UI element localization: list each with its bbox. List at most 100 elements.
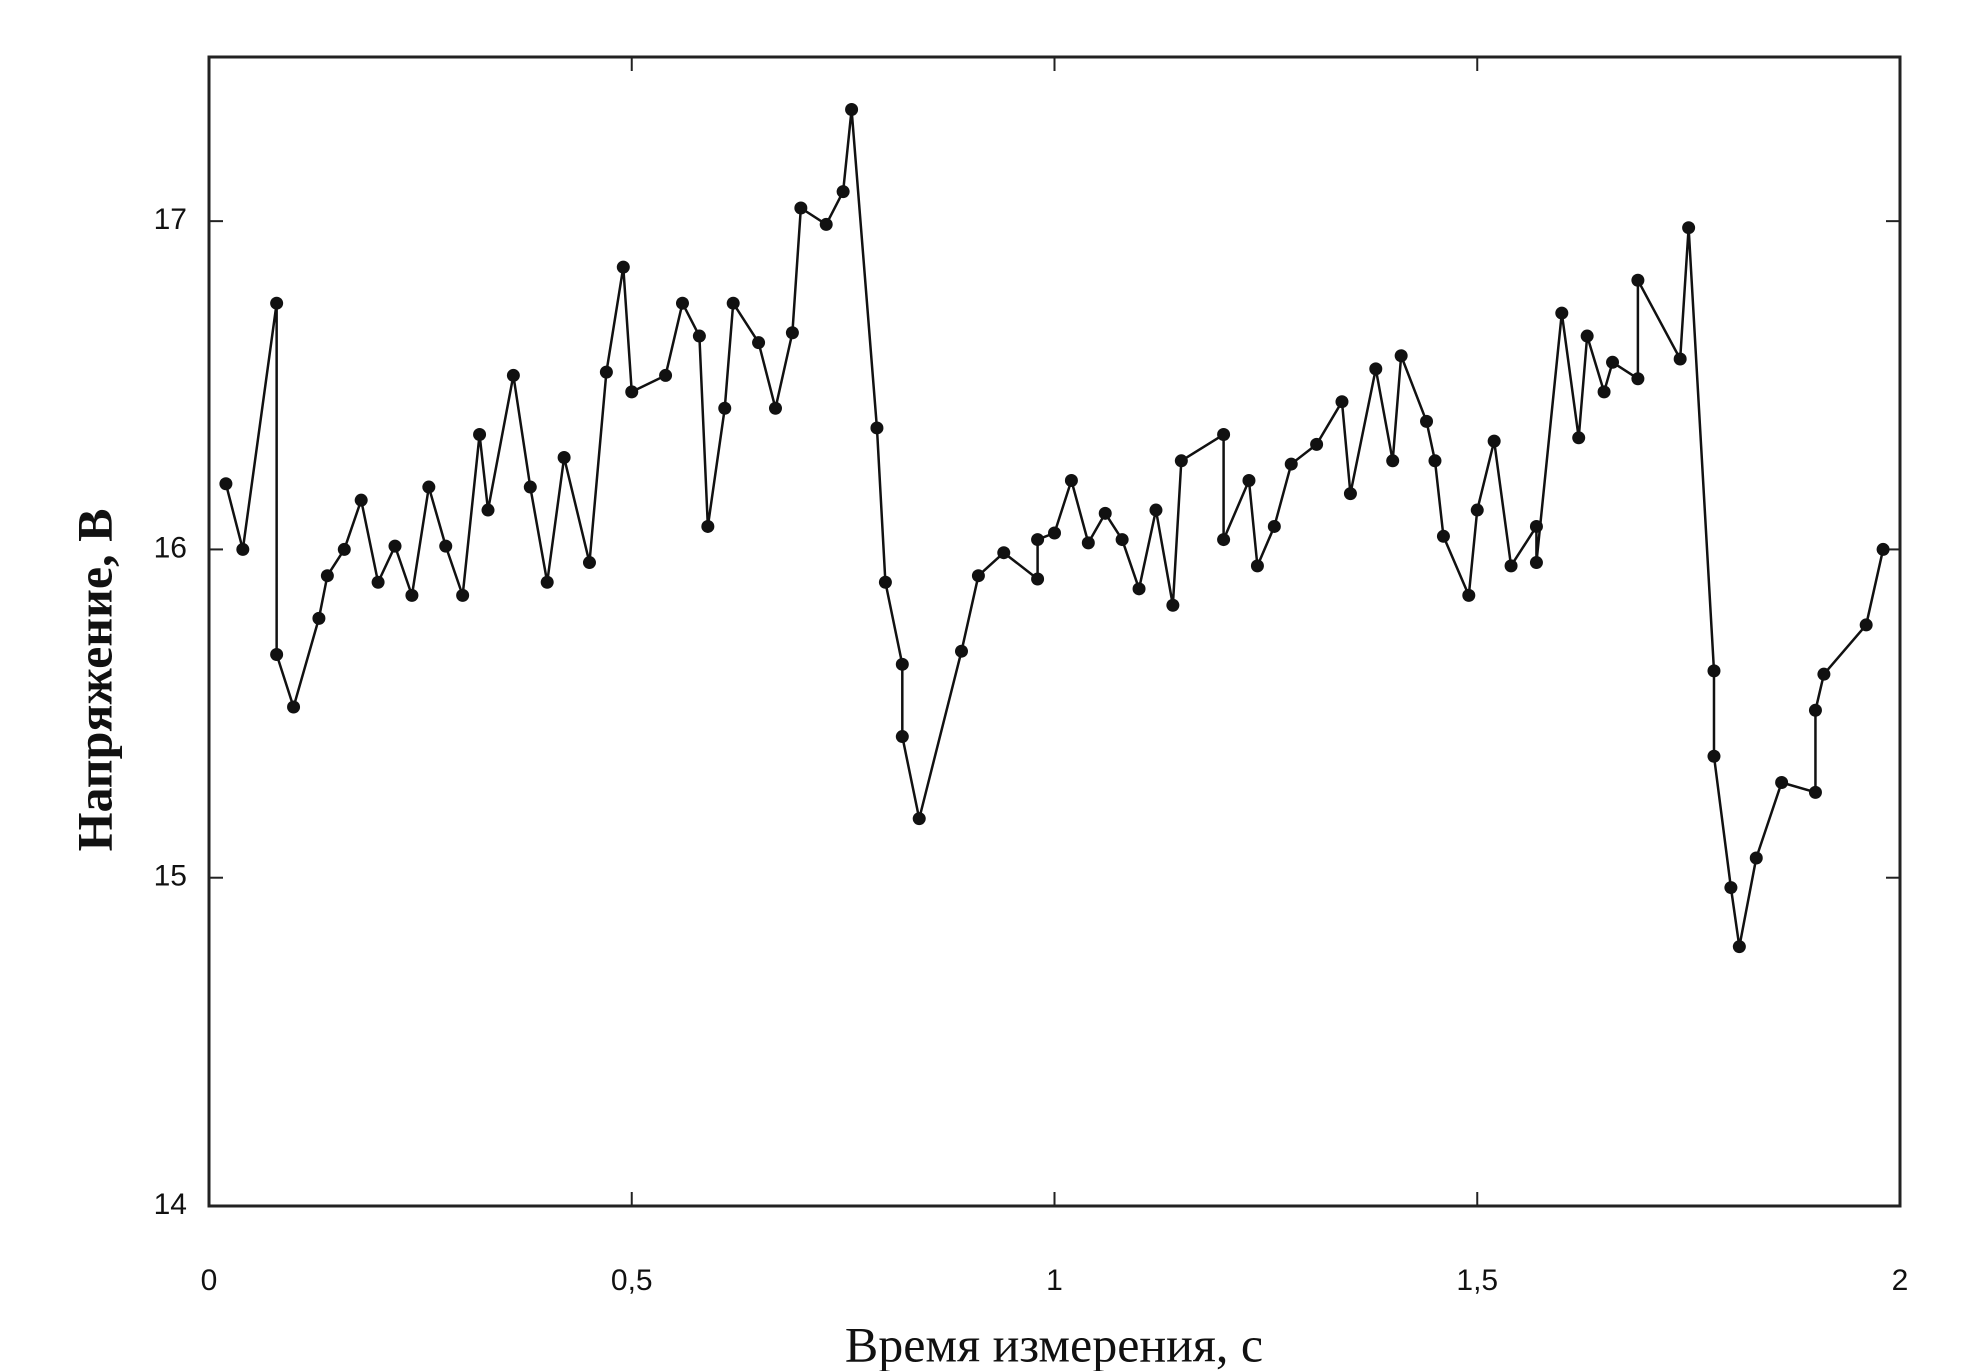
data-point	[836, 185, 850, 199]
data-point	[870, 421, 884, 435]
data-point	[270, 296, 284, 310]
data-point	[718, 401, 732, 415]
data-point	[1284, 457, 1298, 471]
data-point	[1682, 221, 1696, 235]
x-tick-label: 0	[201, 1264, 218, 1297]
data-point	[1529, 519, 1543, 533]
data-point	[1031, 533, 1045, 547]
data-point	[1876, 542, 1890, 556]
x-axis-title: Время измерения, с	[845, 1316, 1263, 1371]
data-point	[1335, 395, 1349, 409]
data-point	[997, 546, 1011, 560]
data-point	[1749, 851, 1763, 865]
data-point	[912, 812, 926, 826]
x-tick-label: 2	[1892, 1264, 1909, 1297]
data-point	[1166, 598, 1180, 612]
data-point	[1132, 582, 1146, 596]
data-point	[1572, 431, 1586, 445]
data-point	[557, 451, 571, 465]
data-point	[1631, 372, 1645, 386]
data-point	[1250, 559, 1264, 573]
data-point	[971, 569, 985, 583]
data-point	[1242, 473, 1256, 487]
data-point	[726, 296, 740, 310]
data-point	[456, 588, 470, 602]
data-point	[819, 217, 833, 231]
data-point	[1724, 881, 1738, 895]
y-tick-label: 15	[154, 860, 187, 893]
data-point	[1149, 503, 1163, 517]
data-point	[473, 428, 487, 442]
y-tick-label: 17	[154, 203, 187, 236]
data-point	[1428, 454, 1442, 468]
data-point	[1267, 519, 1281, 533]
y-axis-title: Напряжение, В	[66, 509, 122, 852]
data-point	[270, 647, 284, 661]
data-point	[1462, 588, 1476, 602]
data-point	[1217, 533, 1231, 547]
data-point	[1707, 749, 1721, 763]
data-point	[287, 700, 301, 714]
data-point	[1343, 487, 1357, 501]
data-point	[1217, 428, 1231, 442]
data-point	[506, 368, 520, 382]
data-point	[236, 542, 250, 556]
data-point	[785, 326, 799, 340]
data-point	[1808, 703, 1822, 717]
data-point	[354, 493, 368, 507]
data-point	[1859, 618, 1873, 632]
data-point	[1808, 785, 1822, 799]
data-point	[1048, 526, 1061, 540]
data-point	[388, 539, 402, 553]
data-point	[1420, 414, 1434, 428]
data-point	[219, 477, 233, 491]
data-point	[752, 336, 766, 350]
data-point	[1555, 306, 1569, 320]
data-point	[954, 644, 968, 658]
data-point	[878, 575, 892, 589]
data-point	[616, 260, 630, 274]
data-point	[895, 730, 909, 744]
data-point	[1470, 503, 1484, 517]
data-point	[1775, 776, 1789, 790]
data-point	[1098, 506, 1112, 520]
data-point	[599, 365, 613, 379]
data-point	[1580, 329, 1594, 343]
data-point	[1386, 454, 1400, 468]
data-point	[1174, 454, 1188, 468]
data-point	[1606, 355, 1620, 369]
data-point	[1115, 533, 1129, 547]
x-tick-label: 1,5	[1456, 1264, 1498, 1297]
data-point	[675, 296, 689, 310]
data-point	[422, 480, 436, 494]
x-tick-label: 0,5	[611, 1264, 653, 1297]
data-point	[371, 575, 385, 589]
data-point	[1817, 667, 1831, 681]
data-point	[701, 519, 715, 533]
data-point	[1394, 349, 1408, 363]
data-point	[895, 657, 909, 671]
data-point	[582, 556, 596, 570]
data-point	[1487, 434, 1501, 448]
data-point	[1031, 572, 1045, 586]
data-point	[405, 588, 419, 602]
data-point	[1369, 362, 1383, 376]
data-point	[1436, 529, 1450, 543]
data-point	[625, 385, 639, 399]
data-point	[1529, 556, 1543, 570]
data-point	[1310, 437, 1324, 451]
plot-frame	[207, 55, 1902, 1208]
data-point	[312, 611, 326, 625]
data-point	[845, 103, 859, 117]
data-point	[659, 368, 673, 382]
data-point	[481, 503, 495, 517]
data-point	[1673, 352, 1687, 366]
data-line	[224, 108, 1885, 948]
data-point	[692, 329, 706, 343]
data-point	[1081, 536, 1095, 550]
data-point	[337, 542, 351, 556]
data-point	[1732, 940, 1746, 954]
x-tick-label: 1	[1046, 1264, 1063, 1297]
